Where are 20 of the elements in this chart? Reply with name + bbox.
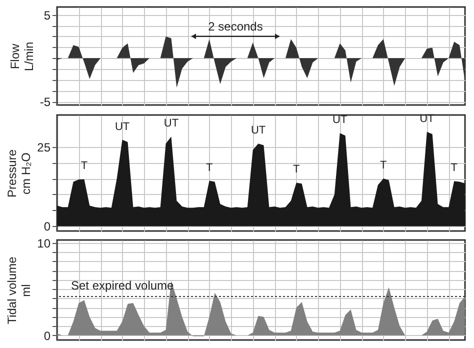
annotation: UT: [332, 114, 348, 126]
annotation: 2 seconds: [208, 19, 263, 34]
annotation: UT: [250, 124, 266, 137]
y-tick-label: 5: [44, 8, 51, 22]
annotation: UT: [114, 120, 130, 133]
y-tick-label: -5: [40, 95, 51, 110]
annotation: T: [380, 160, 388, 172]
y-tick-label: 10: [37, 236, 51, 250]
y-axis-title: Tidal volume ml: [5, 256, 34, 324]
annotation: T: [292, 164, 300, 176]
y-tick-label: 25: [37, 140, 51, 154]
y-axis-title: Pressure cm H₂O: [5, 149, 34, 198]
annotation: UT: [164, 118, 179, 130]
annotation: T: [206, 162, 213, 174]
y-tick-label: 0: [44, 328, 51, 343]
annotation: T: [450, 162, 458, 174]
y-tick-label: 0: [44, 220, 51, 234]
annotation: UT: [420, 112, 435, 125]
annotation: T: [80, 160, 88, 172]
y-axis-title: Flow L/min: [8, 42, 36, 72]
